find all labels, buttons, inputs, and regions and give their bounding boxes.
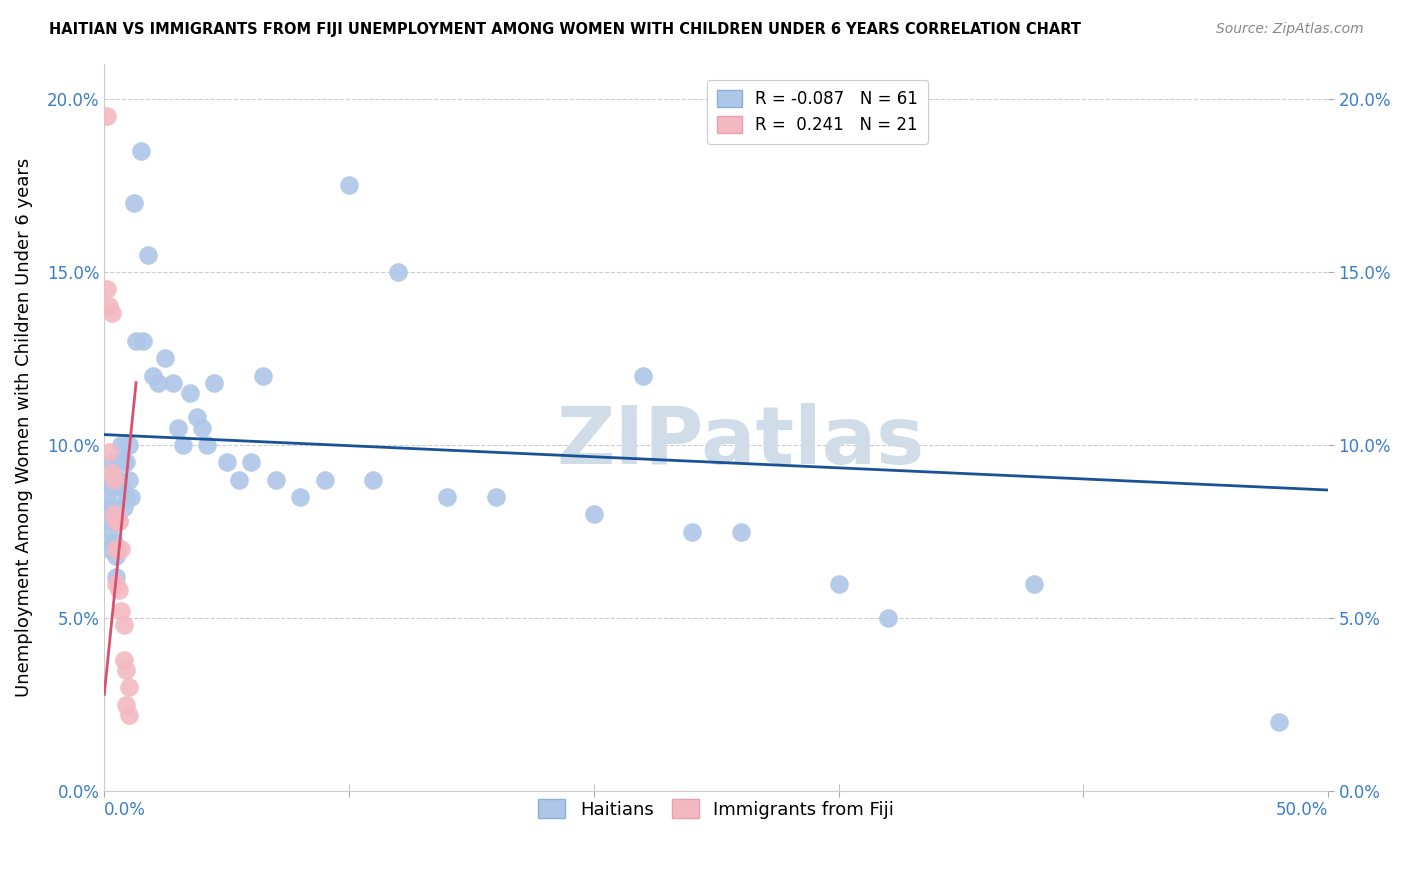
- Point: [125, 334, 148, 348]
- Point: [337, 178, 360, 193]
- Text: HAITIAN VS IMMIGRANTS FROM FIJI UNEMPLOYMENT AMONG WOMEN WITH CHILDREN UNDER 6 Y: HAITIAN VS IMMIGRANTS FROM FIJI UNEMPLOY…: [49, 22, 1081, 37]
- Point: [96, 490, 118, 504]
- Point: [105, 569, 128, 583]
- Point: [876, 611, 898, 625]
- Point: [118, 473, 141, 487]
- Point: [387, 265, 409, 279]
- Point: [103, 500, 125, 515]
- Point: [100, 473, 122, 487]
- Point: [100, 466, 122, 480]
- Point: [98, 500, 121, 515]
- Point: [485, 490, 508, 504]
- Point: [195, 438, 218, 452]
- Point: [129, 144, 152, 158]
- Point: [582, 508, 605, 522]
- Point: [100, 514, 122, 528]
- Point: [105, 549, 128, 563]
- Point: [136, 247, 159, 261]
- Point: [112, 618, 135, 632]
- Point: [108, 583, 131, 598]
- Point: [108, 473, 131, 487]
- Text: 0.0%: 0.0%: [104, 801, 146, 819]
- Point: [115, 663, 138, 677]
- Point: [103, 535, 125, 549]
- Point: [202, 376, 225, 390]
- Y-axis label: Unemployment Among Women with Children Under 6 years: Unemployment Among Women with Children U…: [15, 158, 32, 698]
- Point: [110, 438, 132, 452]
- Point: [1268, 714, 1291, 729]
- Point: [115, 455, 138, 469]
- Point: [120, 490, 142, 504]
- Point: [96, 473, 118, 487]
- Point: [142, 368, 165, 383]
- Text: ZIPatlas: ZIPatlas: [557, 403, 925, 481]
- Point: [103, 508, 125, 522]
- Point: [98, 541, 121, 556]
- Point: [162, 376, 184, 390]
- Point: [115, 698, 138, 712]
- Point: [112, 653, 135, 667]
- Point: [118, 681, 141, 695]
- Point: [288, 490, 311, 504]
- Point: [112, 455, 135, 469]
- Point: [186, 410, 208, 425]
- Point: [1024, 576, 1046, 591]
- Point: [122, 195, 145, 210]
- Point: [730, 524, 752, 539]
- Point: [240, 455, 263, 469]
- Point: [172, 438, 194, 452]
- Point: [132, 334, 155, 348]
- Point: [146, 376, 169, 390]
- Point: [96, 109, 118, 123]
- Point: [681, 524, 703, 539]
- Point: [314, 473, 336, 487]
- Point: [100, 306, 122, 320]
- Point: [179, 386, 201, 401]
- Point: [108, 514, 131, 528]
- Point: [105, 541, 128, 556]
- Point: [103, 479, 125, 493]
- Point: [108, 514, 131, 528]
- Point: [100, 455, 122, 469]
- Point: [363, 473, 385, 487]
- Text: 50.0%: 50.0%: [1275, 801, 1329, 819]
- Point: [252, 368, 274, 383]
- Point: [105, 514, 128, 528]
- Point: [98, 445, 121, 459]
- Point: [112, 500, 135, 515]
- Point: [110, 479, 132, 493]
- Point: [98, 300, 121, 314]
- Text: Source: ZipAtlas.com: Source: ZipAtlas.com: [1216, 22, 1364, 37]
- Point: [115, 490, 138, 504]
- Point: [215, 455, 238, 469]
- Point: [166, 420, 188, 434]
- Point: [98, 524, 121, 539]
- Point: [103, 473, 125, 487]
- Point: [110, 604, 132, 618]
- Legend: Haitians, Immigrants from Fiji: Haitians, Immigrants from Fiji: [531, 792, 901, 826]
- Point: [118, 438, 141, 452]
- Point: [631, 368, 654, 383]
- Point: [264, 473, 287, 487]
- Point: [228, 473, 250, 487]
- Point: [110, 541, 132, 556]
- Point: [827, 576, 849, 591]
- Point: [96, 282, 118, 296]
- Point: [118, 708, 141, 723]
- Point: [108, 455, 131, 469]
- Point: [191, 420, 214, 434]
- Point: [436, 490, 458, 504]
- Point: [105, 576, 128, 591]
- Point: [155, 351, 177, 366]
